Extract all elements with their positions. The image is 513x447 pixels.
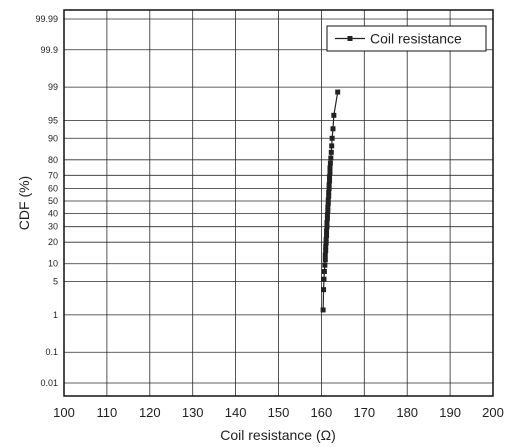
- y-axis-title: CDF (%): [16, 176, 32, 230]
- data-point: [327, 165, 333, 171]
- x-tick-label: 110: [97, 405, 118, 420]
- data-point: [331, 112, 337, 118]
- data-point: [326, 193, 332, 199]
- data-point: [322, 257, 328, 263]
- y-tick-labels: 0.01 0.1 1 5 10 20 30 40 50 60 70 80 90 95 99 99.9 99.99: [35, 14, 58, 388]
- data-point: [321, 287, 327, 293]
- data-point: [324, 216, 330, 222]
- data-point: [328, 149, 334, 155]
- data-point: [329, 135, 335, 141]
- data-point: [325, 204, 331, 210]
- data-point: [327, 160, 333, 166]
- data-point: [322, 252, 328, 258]
- x-tick-label: 150: [268, 405, 290, 420]
- y-tick-label: 99: [48, 82, 58, 92]
- y-tick-label: 70: [48, 170, 58, 180]
- data-point: [321, 268, 327, 274]
- y-tick-label: 30: [48, 222, 58, 232]
- x-tick-label: 200: [482, 405, 504, 420]
- legend-marker-sample: [347, 36, 353, 41]
- x-tick-label: 190: [439, 405, 461, 420]
- data-point: [327, 178, 333, 184]
- x-tick-label: 140: [225, 405, 247, 420]
- plot-frame: [63, 9, 494, 397]
- x-tick-label: 170: [353, 405, 375, 420]
- x-tick-label: 160: [311, 405, 333, 420]
- legend-label: Coil resistance: [370, 31, 462, 47]
- x-axis-title: Coil resistance (Ω): [220, 427, 336, 443]
- data-point: [326, 182, 332, 188]
- x-tick-label: 120: [139, 405, 161, 420]
- data-point: [322, 262, 328, 268]
- data-point: [323, 240, 329, 246]
- y-tick-label: 20: [48, 237, 58, 247]
- data-point: [323, 248, 329, 254]
- x-tick-label: 180: [396, 405, 418, 420]
- y-tick-label: 90: [48, 133, 58, 143]
- y-tick-label: 60: [48, 184, 58, 194]
- data-point: [328, 155, 334, 161]
- data-point: [324, 233, 330, 239]
- y-tick-label: 0.1: [45, 347, 58, 357]
- data-point: [323, 244, 329, 250]
- data-point: [326, 186, 332, 192]
- grid-lines: [64, 10, 493, 396]
- data-point: [335, 89, 341, 95]
- series-layer: [320, 89, 341, 313]
- data-point: [324, 224, 330, 230]
- y-tick-label: 40: [48, 208, 58, 218]
- data-point: [320, 307, 326, 313]
- x-tick-label: 130: [182, 405, 204, 420]
- y-tick-label: 99.9: [40, 45, 58, 55]
- y-tick-label: 10: [48, 259, 58, 269]
- data-point: [324, 220, 330, 226]
- y-tick-label: 95: [48, 116, 58, 126]
- data-point: [326, 189, 332, 195]
- data-point: [330, 126, 336, 132]
- data-point: [323, 237, 329, 243]
- x-tick-label: 100: [53, 405, 75, 420]
- data-point: [324, 212, 330, 218]
- data-point: [327, 174, 333, 180]
- data-point: [325, 208, 331, 214]
- legend: Coil resistance: [326, 25, 487, 52]
- data-point: [325, 200, 331, 206]
- y-tick-label: 1: [53, 310, 58, 320]
- y-tick-label: 0.01: [40, 378, 58, 388]
- data-point: [324, 228, 330, 234]
- data-point: [327, 169, 333, 175]
- data-point: [329, 143, 335, 149]
- y-tick-label: 99.99: [35, 14, 58, 24]
- data-point: [325, 197, 331, 203]
- y-tick-label: 80: [48, 155, 58, 165]
- x-tick-labels: 100 110 120 130 140 150 160 170 180 190 200: [53, 405, 504, 420]
- data-point: [321, 276, 327, 282]
- y-tick-label: 50: [48, 196, 58, 206]
- y-tick-label: 5: [53, 276, 58, 286]
